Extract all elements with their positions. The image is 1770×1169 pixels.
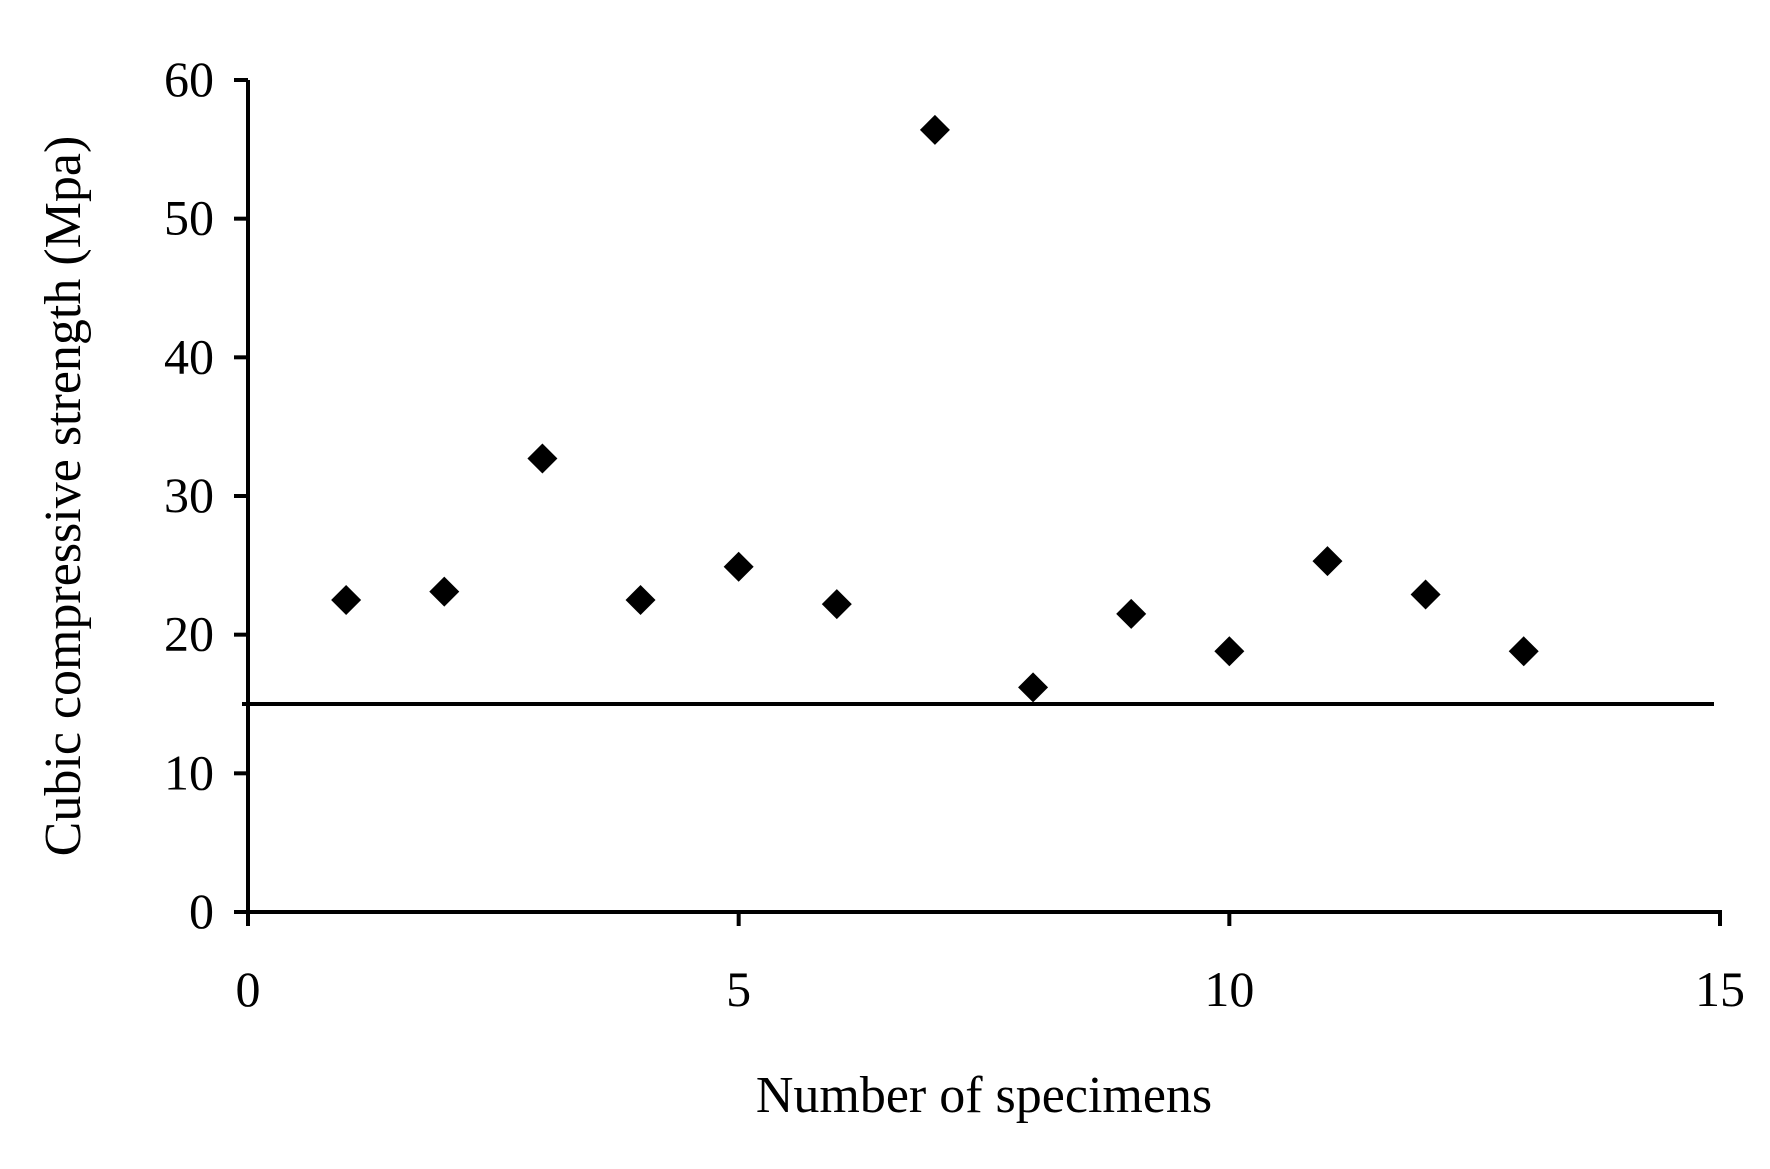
axes bbox=[246, 80, 1722, 914]
data-point-diamond bbox=[1508, 636, 1539, 667]
y-tick-label: 50 bbox=[164, 190, 214, 246]
data-point-diamond bbox=[1116, 598, 1147, 629]
y-tick-label: 0 bbox=[189, 883, 214, 939]
y-tick-label: 30 bbox=[164, 467, 214, 523]
data-point-diamond bbox=[1312, 546, 1343, 577]
data-point-diamond bbox=[919, 114, 950, 145]
data-point-diamond bbox=[1018, 672, 1049, 703]
data-point-diamond bbox=[821, 589, 852, 620]
y-tick-label: 60 bbox=[164, 51, 214, 107]
y-tick-label: 20 bbox=[164, 606, 214, 662]
x-tick-label: 15 bbox=[1695, 961, 1745, 1017]
y-tick-label: 10 bbox=[164, 744, 214, 800]
y-axis-title: Cubic compressive strength (Mpa) bbox=[35, 136, 92, 857]
x-axis-title: Number of specimens bbox=[756, 1067, 1212, 1124]
data-point-diamond bbox=[527, 443, 558, 474]
data-point-diamond bbox=[625, 585, 656, 615]
y-tick-label: 40 bbox=[164, 328, 214, 384]
data-point-diamond bbox=[429, 576, 460, 607]
tick-labels: 0 10 20 30 40 50 60 0 5 10 15 bbox=[164, 51, 1745, 1017]
x-tick-label: 10 bbox=[1204, 961, 1254, 1017]
tick-marks bbox=[234, 78, 1722, 926]
data-point-diamond bbox=[1214, 636, 1245, 667]
data-point-diamond bbox=[1410, 579, 1441, 610]
data-point-diamond bbox=[331, 585, 362, 615]
x-tick-label: 5 bbox=[726, 961, 751, 1017]
data-point-diamond bbox=[723, 551, 754, 582]
data-points bbox=[331, 114, 1539, 703]
x-tick-label: 0 bbox=[236, 961, 261, 1017]
